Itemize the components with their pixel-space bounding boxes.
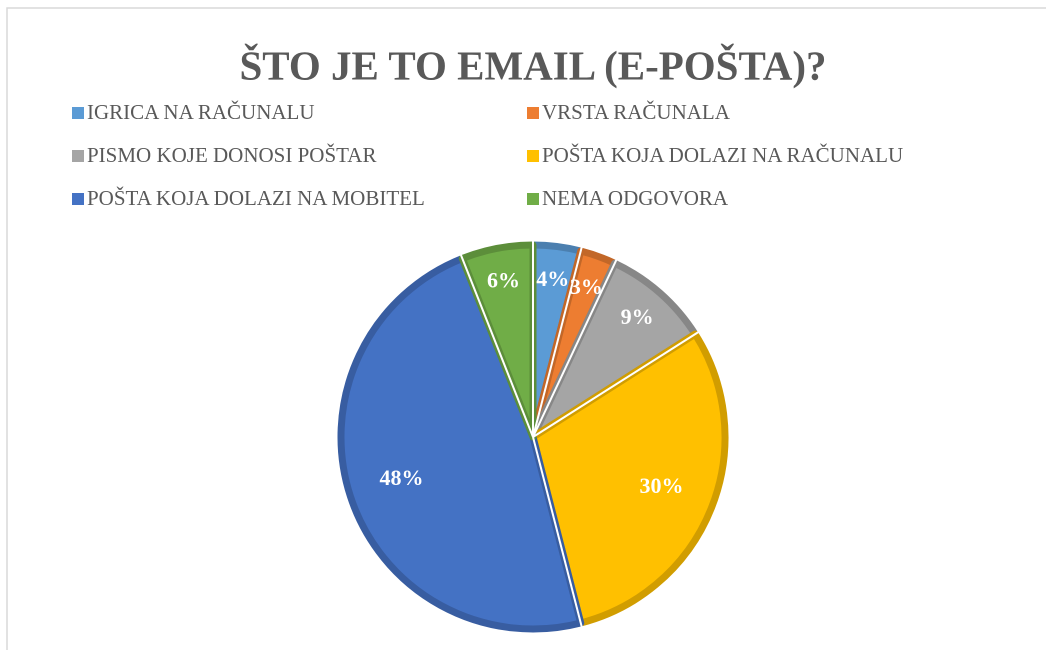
legend-swatch [527,193,539,205]
data-label: 9% [621,304,654,329]
legend-label: POŠTA KOJA DOLAZI NA RAČUNALU [542,143,903,167]
legend-swatch [72,150,84,162]
data-label: 4% [536,266,569,291]
legend-swatch [72,107,84,119]
pie-slice [337,254,585,633]
data-label: 30% [640,473,684,498]
legend-label: PISMO KOJE DONOSI POŠTAR [87,143,376,167]
slice-separator [532,436,583,628]
slice-separator [532,331,700,438]
legend-label: NEMA ODGOVORA [542,186,729,210]
data-label: 3% [570,274,603,299]
legend-label: POŠTA KOJA DOLAZI NA MOBITEL [87,186,425,210]
legend-swatch [527,150,539,162]
slice-separator [459,254,534,438]
slice-separator [532,259,618,438]
legend-label: VRSTA RAČUNALA [542,100,731,124]
legend-swatch [527,107,539,119]
pie-slice [529,330,729,627]
legend-swatch [72,193,84,205]
legend-label: IGRICA NA RAČUNALU [87,100,315,124]
slice-separator [532,246,583,438]
pie-slice [529,259,699,441]
chart-title: ŠTO JE TO EMAIL (E-POŠTA)? [239,42,826,88]
data-label: 6% [487,267,520,292]
data-label: 48% [380,465,424,490]
